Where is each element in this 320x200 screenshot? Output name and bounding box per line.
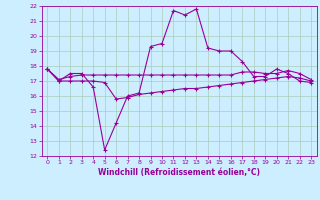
X-axis label: Windchill (Refroidissement éolien,°C): Windchill (Refroidissement éolien,°C) bbox=[98, 168, 260, 177]
